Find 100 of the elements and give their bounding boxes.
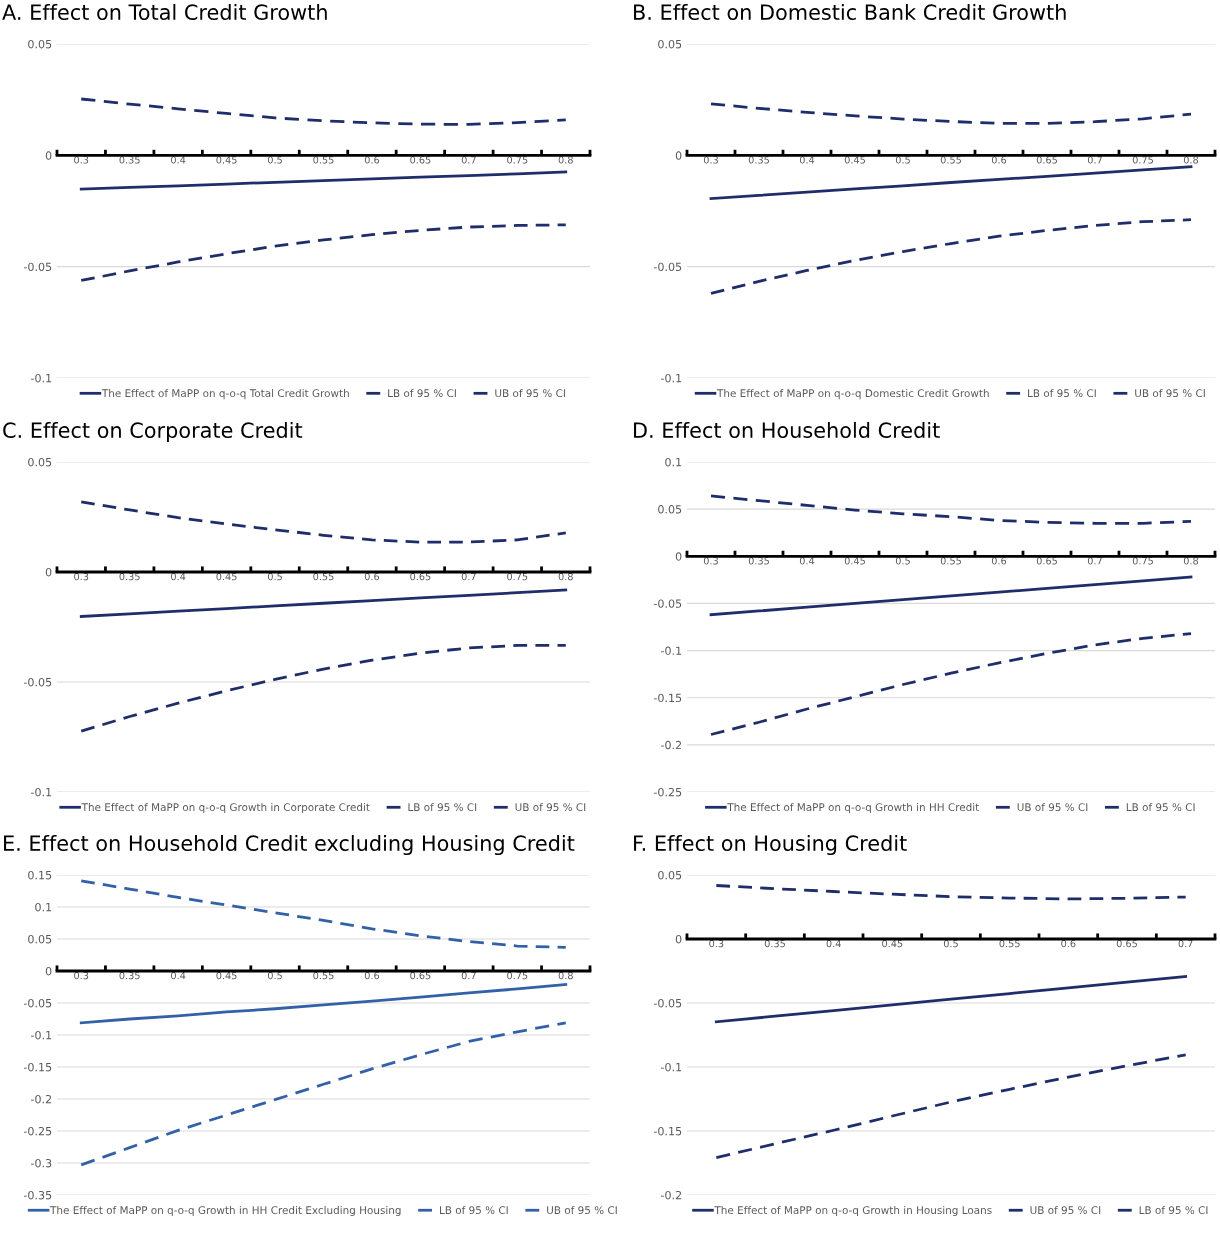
y-tick-label: -0.15 (653, 1126, 682, 1136)
y-tick-label: 0.05 (28, 39, 52, 49)
legend-label: The Effect of MaPP on q-o-q Growth in Housing Loans (714, 1205, 992, 1217)
x-tick-label: 0.45 (216, 156, 237, 164)
y-tick-label: -0.05 (653, 262, 682, 272)
x-tick-label: 0.35 (119, 156, 140, 164)
legend-label: LB of 95 % CI (388, 389, 456, 398)
x-tick-label: 0.55 (999, 939, 1020, 948)
line-series (79, 588, 568, 618)
legend-label: UB of 95 % CI (1030, 1205, 1101, 1215)
y-tick-label: -0.1 (31, 787, 52, 797)
x-tick-label: 0.7 (461, 971, 476, 980)
x-tick-label: 0.6 (1061, 939, 1076, 948)
legend-label: UB of 95 % CI (515, 803, 586, 812)
y-tick-label: 0.05 (658, 505, 682, 514)
y-tick-label: 0.05 (28, 934, 52, 944)
y-tick-label: 0 (675, 151, 682, 160)
chart-title: E. Effect on Household Credit excluding Housing Credit (4, 834, 575, 856)
x-tick-label: 0.55 (313, 572, 334, 581)
y-tick-label: 0.15 (28, 870, 52, 880)
legend-label: LB of 95 % CI (408, 803, 477, 812)
y-tick-label: -0.1 (31, 373, 52, 383)
y-tick-label: 0.05 (658, 870, 682, 880)
x-tick-label: 0.3 (74, 971, 89, 980)
x-tick-label: 0.35 (764, 939, 785, 948)
y-tick-label: 0.05 (658, 39, 682, 49)
x-tick-label: 0.6 (364, 572, 380, 581)
x-tick-label: 0.8 (558, 156, 573, 164)
x-tick-label: 0.3 (709, 939, 724, 948)
y-tick-label: 0.1 (35, 902, 52, 912)
chart-title: B. Effect on Domestic Bank Credit Growth (634, 3, 1066, 21)
legend-label: UB of 95 % CI (495, 389, 565, 398)
line-series (79, 983, 568, 1025)
y-tick-label: -0.25 (653, 787, 682, 797)
chart-title: C. Effect on Corporate Credit (3, 421, 303, 443)
line-series (79, 879, 568, 949)
legend-label: The Effect of MaPP on q-o-q Domestic Credit Growth (716, 389, 989, 400)
line-series (709, 165, 1193, 200)
x-tick-label: 0.6 (991, 557, 1007, 565)
y-tick-label: -0.1 (661, 646, 682, 655)
legend-label: LB of 95 % CI (1139, 1205, 1208, 1215)
line-series (709, 632, 1193, 736)
legend-label: UB of 95 % CI (547, 1205, 617, 1215)
y-tick-label: -0.3 (31, 1158, 52, 1168)
x-tick-label: 0.75 (1132, 557, 1153, 565)
x-tick-label: 0.65 (1116, 939, 1137, 948)
x-tick-label: 0.75 (507, 572, 528, 581)
x-tick-label: 0.4 (171, 572, 186, 581)
line-series (709, 494, 1193, 525)
line-series (79, 644, 568, 733)
x-tick-label: 0.5 (895, 557, 910, 565)
y-tick-label: 0 (675, 934, 682, 944)
y-tick-label: -0.35 (23, 1190, 52, 1200)
y-tick-label: -0.15 (653, 693, 682, 703)
x-tick-label: 0.8 (1183, 557, 1199, 565)
line-series (714, 975, 1188, 1024)
y-tick-label: -0.05 (23, 677, 52, 687)
x-tick-label: 0.3 (74, 572, 89, 581)
legend-label: LB of 95 % CI (440, 1205, 508, 1215)
x-tick-label: 0.65 (410, 971, 431, 980)
x-tick-label: 0.75 (507, 156, 528, 164)
x-tick-label: 0.5 (267, 572, 282, 581)
x-tick-label: 0.35 (748, 557, 769, 565)
legend-label: LB of 95 % CI (1028, 389, 1096, 398)
x-tick-label: 0.6 (364, 971, 380, 980)
x-tick-label: 0.55 (313, 156, 334, 164)
x-tick-label: 0.65 (1036, 156, 1057, 164)
line-series (79, 170, 568, 191)
x-tick-label: 0.3 (703, 557, 718, 565)
x-tick-label: 0.45 (882, 939, 903, 948)
y-tick-label: 0 (675, 552, 682, 561)
x-tick-label: 0.7 (461, 572, 476, 581)
legend-label: The Effect of MaPP on q-o-q Growth in HH Credit (727, 803, 979, 814)
x-tick-label: 0.45 (216, 572, 237, 581)
x-tick-label: 0.35 (119, 572, 140, 581)
y-tick-label: -0.05 (653, 599, 682, 608)
x-tick-label: 0.3 (703, 156, 718, 164)
y-tick-label: 0 (45, 151, 52, 160)
y-tick-label: 0 (45, 966, 52, 976)
x-tick-label: 0.5 (895, 156, 910, 164)
line-series (709, 102, 1193, 125)
y-tick-label: -0.15 (23, 1062, 52, 1072)
x-tick-label: 0.7 (461, 156, 476, 164)
x-tick-label: 0.65 (410, 156, 431, 164)
y-tick-label: -0.05 (23, 262, 52, 272)
y-tick-label: -0.2 (661, 1190, 682, 1200)
y-tick-label: -0.1 (661, 1062, 682, 1072)
x-tick-label: 0.55 (940, 557, 961, 565)
chart-title: A. Effect on Total Credit Growth (2, 3, 327, 21)
line-series (79, 223, 568, 282)
x-tick-label: 0.65 (1036, 557, 1057, 565)
x-tick-label: 0.5 (943, 939, 958, 948)
x-tick-label: 0.4 (171, 971, 186, 980)
y-tick-label: -0.05 (23, 998, 52, 1008)
y-tick-label: -0.1 (31, 1030, 52, 1040)
x-tick-label: 0.55 (940, 156, 961, 164)
legend-label: LB of 95 % CI (1126, 803, 1195, 812)
x-tick-label: 0.7 (1178, 939, 1193, 948)
x-tick-label: 0.6 (364, 156, 380, 164)
y-tick-label: -0.2 (31, 1094, 52, 1104)
